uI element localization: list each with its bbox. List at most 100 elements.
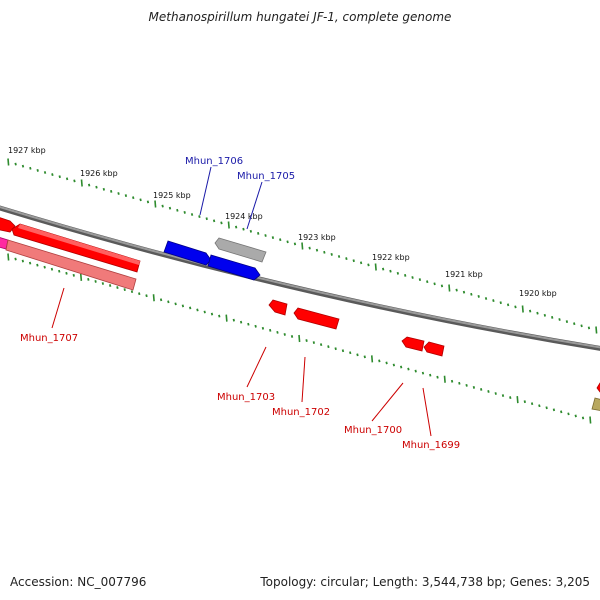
scale-label-1923: 1923 kbp [298, 233, 336, 242]
gene-mhun-1707[interactable] [5, 239, 137, 291]
scale-tick-minor [123, 288, 126, 292]
scale-tick-minor [264, 234, 267, 237]
gene-label-mhun-1706[interactable]: Mhun_1706 [185, 156, 243, 167]
scale-tick-minor [176, 208, 179, 212]
gene-leader-lines [51, 166, 432, 437]
scale-tick-minor [334, 347, 337, 351]
scale-tick-minor [414, 369, 417, 373]
scale-tick-minor [330, 252, 333, 256]
scale-label-1920: 1920 kbp [519, 289, 557, 298]
scale-ticks-upper [7, 158, 598, 334]
scale-tick-minor [581, 416, 585, 420]
gene-mhun-1703[interactable] [268, 299, 288, 316]
scale-tick-minor [261, 326, 265, 330]
scale-tick-major [7, 253, 10, 261]
scale-label-1922: 1922 kbp [372, 253, 410, 262]
scale-tick-major [589, 416, 592, 424]
scale-tick-major [516, 396, 519, 404]
scale-tick-minor [573, 322, 576, 326]
leader-line-mhun-1699 [422, 387, 432, 437]
scale-tick-minor [458, 381, 461, 385]
gene-label-mhun-1702[interactable]: Mhun_1702 [272, 407, 330, 418]
scale-tick-minor [337, 255, 341, 258]
scale-tick-minor [242, 227, 245, 231]
map-title: Methanospirillum hungatei JF-1, complete… [148, 10, 452, 24]
scale-tick-minor [247, 322, 250, 326]
scale-tick-minor [29, 166, 32, 170]
scale-tick-minor [506, 303, 510, 307]
scale-tick-minor [239, 320, 243, 324]
scale-tick-minor [21, 164, 25, 168]
scale-tick-minor [381, 267, 385, 271]
gene-label-mhun-1707[interactable]: Mhun_1707 [20, 333, 78, 344]
scale-tick-minor [385, 361, 388, 365]
scale-tick-minor [283, 333, 286, 336]
scale-tick-minor [183, 210, 186, 214]
scale-tick-minor [290, 335, 294, 338]
gene-mhun-1699[interactable] [423, 341, 445, 357]
scale-tick-minor [124, 194, 128, 198]
leader-line-mhun-1700 [371, 382, 404, 422]
scale-tick-minor [168, 206, 172, 210]
scale-tick-minor [396, 271, 400, 275]
scale-tick-minor [538, 404, 541, 408]
scale-tick-minor [212, 219, 216, 223]
scale-tick-minor [367, 263, 370, 267]
scale-tick-minor [28, 261, 32, 265]
scale-tick-minor [418, 278, 422, 282]
gene-right-edge-olive[interactable] [591, 397, 600, 412]
scale-tick-minor [363, 355, 366, 359]
scale-tick-minor [465, 383, 468, 387]
scale-tick-minor [257, 231, 260, 235]
scale-tick-minor [558, 318, 561, 321]
gene-right-edge-red[interactable] [596, 382, 600, 394]
scale-tick-minor [319, 343, 323, 347]
scale-tick-minor [145, 294, 148, 298]
scale-tick-minor [190, 213, 194, 216]
scale-tick-minor [327, 345, 330, 349]
gene-mhun-1706[interactable] [163, 240, 212, 266]
scale-tick-minor [234, 225, 238, 229]
scale-tick-minor [58, 175, 61, 179]
scale-tick-minor [116, 286, 119, 289]
scale-tick-minor [65, 177, 69, 181]
gene-mhun-1707-red[interactable] [11, 223, 141, 273]
scale-tick-minor [429, 373, 432, 377]
gene-mhun-1702[interactable] [293, 307, 340, 330]
scale-tick-minor [87, 183, 91, 187]
scale-tick-minor [102, 187, 106, 191]
scale-tick-minor [159, 298, 163, 302]
scale-tick-minor [349, 351, 352, 355]
scale-tick-minor [51, 173, 54, 177]
scale-tick-major [370, 355, 374, 363]
scale-tick-minor [436, 375, 439, 379]
accession-text: Accession: NC_007796 [10, 575, 147, 589]
scale-label-1921: 1921 kbp [445, 270, 483, 279]
scale-tick-major [595, 326, 598, 334]
gene-label-mhun-1699[interactable]: Mhun_1699 [402, 440, 460, 451]
scale-tick-minor [565, 320, 569, 324]
gene-label-mhun-1705[interactable]: Mhun_1705 [237, 171, 295, 182]
gene-blue-lower[interactable] [207, 254, 261, 281]
scale-tick-minor [378, 359, 381, 363]
scale-tick-minor [426, 280, 429, 284]
gene-label-mhun-1703[interactable]: Mhun_1703 [217, 392, 275, 403]
scale-tick-minor [501, 394, 505, 397]
scale-tick-minor [323, 250, 326, 254]
scale-tick-minor [528, 309, 532, 313]
scale-tick-minor [108, 284, 112, 287]
scale-tick-minor [254, 324, 257, 328]
scale-tick-minor [352, 259, 355, 263]
scale-tick-minor [404, 273, 407, 277]
scale-tick-minor [203, 310, 206, 314]
gene-mhun-1700[interactable] [401, 336, 425, 352]
gene-label-mhun-1700[interactable]: Mhun_1700 [344, 425, 402, 436]
scale-tick-major [298, 334, 301, 343]
scale-tick-minor [132, 196, 135, 200]
scale-tick-minor [389, 269, 392, 273]
scale-tick-minor [433, 282, 436, 286]
gene-mhun-1705[interactable] [214, 237, 267, 263]
scale-tick-minor [530, 402, 534, 406]
scale-tick-minor [477, 294, 480, 298]
scale-tick-minor [95, 185, 98, 189]
